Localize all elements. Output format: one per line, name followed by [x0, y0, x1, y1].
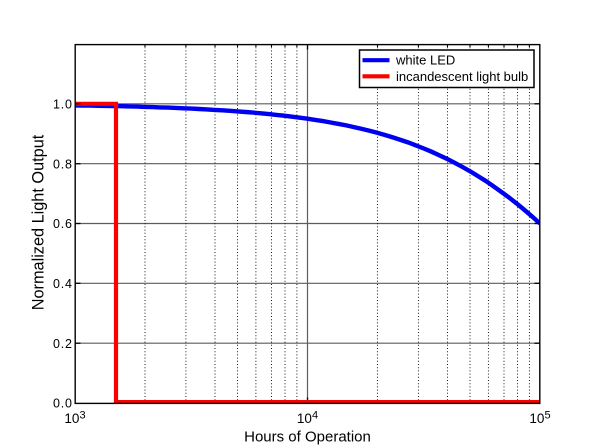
svg-text:incandescent light bulb: incandescent light bulb [396, 69, 528, 84]
svg-text:0.6: 0.6 [53, 217, 73, 231]
svg-text:0.8: 0.8 [53, 157, 73, 171]
svg-text:Hours of Operation: Hours of Operation [244, 429, 371, 446]
svg-text:0.2: 0.2 [53, 337, 73, 351]
svg-text:1.0: 1.0 [53, 97, 73, 111]
svg-text:0.0: 0.0 [53, 397, 73, 411]
svg-text:0.4: 0.4 [53, 277, 73, 291]
svg-text:white LED: white LED [395, 53, 455, 68]
svg-text:Normalized Light Output: Normalized Light Output [30, 134, 48, 310]
